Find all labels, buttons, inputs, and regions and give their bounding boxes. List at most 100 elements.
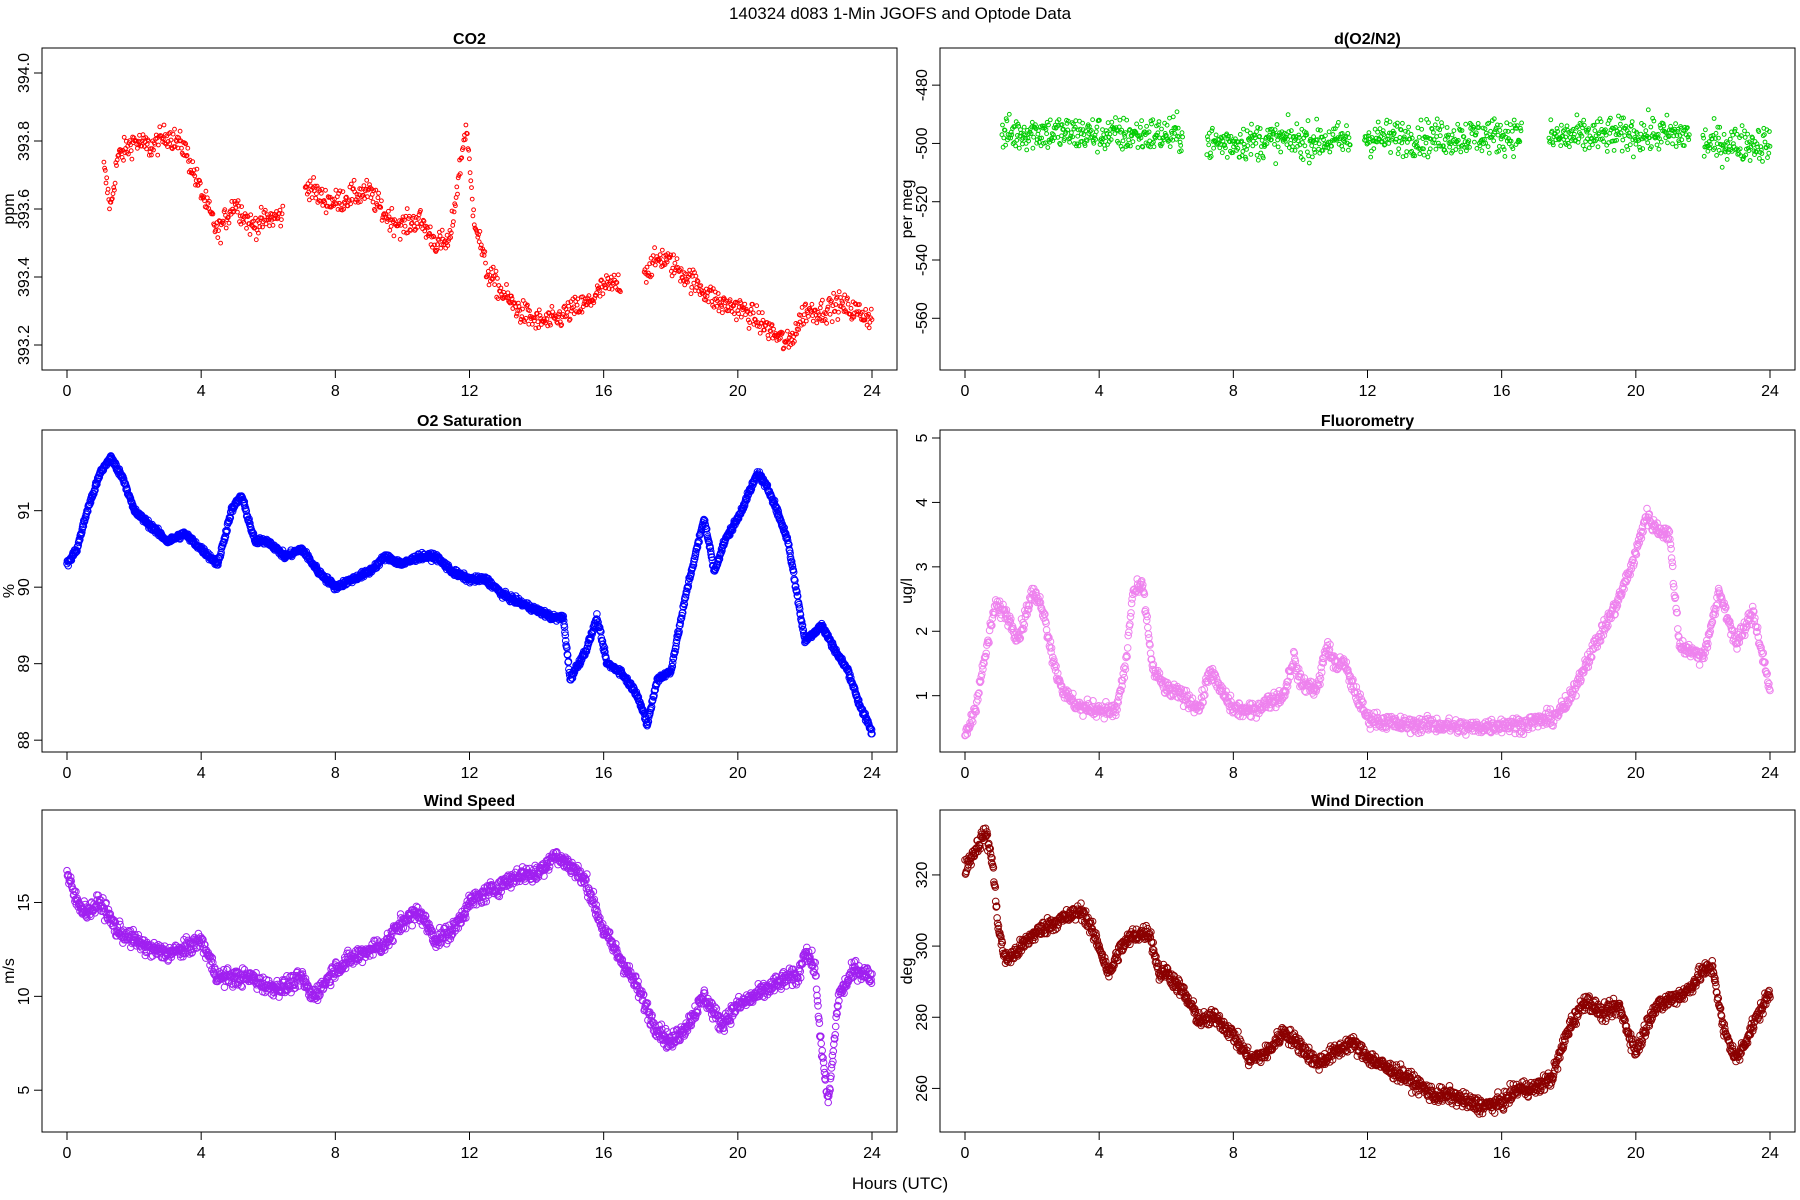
point-co2 [397,236,403,242]
point-co2 [564,309,570,315]
point-co2 [253,237,259,243]
point-co2 [149,152,154,158]
panel-title-o2sat: O2 Saturation [417,413,522,430]
point-co2 [139,143,145,149]
point-co2 [279,211,285,217]
point-co2 [518,319,523,325]
point-co2 [515,308,521,313]
point-co2 [307,197,312,203]
point-co2 [509,296,515,302]
point-co2 [311,175,317,180]
point-co2 [343,195,349,201]
point-co2 [652,245,657,251]
point-co2 [223,225,229,231]
point-co2 [505,290,511,296]
point-co2 [535,319,541,325]
point-co2 [671,252,676,258]
x-tick-label-o2n2: 20 [1627,383,1645,400]
point-co2 [553,314,559,319]
point-co2 [486,282,492,288]
point-co2 [436,237,442,243]
point-co2 [179,145,184,151]
point-co2 [476,239,482,245]
point-co2 [513,313,519,319]
point-co2 [358,199,363,205]
point-co2 [348,201,354,207]
point-co2 [431,234,437,240]
point-co2 [323,187,328,193]
point-co2 [257,224,263,230]
x-tick-label-o2sat: 12 [461,765,479,782]
point-co2 [177,128,183,134]
point-co2 [493,268,499,274]
point-co2 [466,147,472,153]
point-co2 [182,140,188,146]
point-co2 [256,230,261,236]
point-co2 [132,138,138,143]
point-co2 [348,181,354,187]
point-co2 [495,296,501,302]
point-co2 [566,303,572,309]
point-co2 [111,185,117,190]
point-co2 [379,198,384,204]
point-co2 [463,122,469,128]
point-co2 [416,212,422,218]
x-axis-label: Hours (UTC) [852,1174,948,1193]
point-co2 [183,141,189,147]
point-co2 [409,221,414,227]
point-co2 [203,188,209,194]
point-co2 [220,218,226,224]
point-co2 [388,223,394,229]
point-co2 [312,183,318,189]
point-co2 [127,138,133,144]
point-co2 [361,183,367,189]
point-co2 [236,203,242,209]
point-co2 [269,211,275,217]
point-co2 [668,252,674,258]
point-co2 [575,296,581,302]
point-co2 [334,201,340,206]
point-co2 [325,194,331,200]
point-co2 [444,232,450,238]
point-co2 [581,301,587,307]
point-co2 [248,212,254,218]
point-co2 [367,182,372,188]
point-co2 [427,231,433,236]
point-co2 [664,259,670,265]
point-co2 [478,242,484,248]
point-co2 [115,153,121,159]
point-co2 [260,224,265,230]
point-co2 [213,227,219,233]
point-co2 [451,209,457,215]
point-co2 [402,223,408,229]
point-co2 [399,217,405,223]
x-tick-label-o2sat: 16 [595,765,613,782]
y-tick-label-o2n2: -480 [914,69,931,101]
point-co2 [455,175,461,181]
x-tick-label-co2: 16 [595,383,613,400]
point-co2 [192,173,198,179]
point-co2 [202,198,207,204]
point-co2 [128,142,133,148]
point-co2 [427,224,433,230]
point-co2 [103,180,109,186]
point-co2 [586,293,592,299]
point-co2 [184,153,190,158]
point-co2 [546,310,551,316]
x-tick-label-o2n2: 8 [1229,383,1238,400]
point-co2 [571,304,576,310]
y-tick-label-o2sat: 89 [16,655,33,673]
point-co2 [407,227,413,233]
point-co2 [434,247,440,253]
point-co2 [373,187,379,193]
point-co2 [454,184,460,190]
point-co2 [485,268,491,274]
point-co2 [258,204,264,210]
point-co2 [667,255,673,261]
point-co2 [415,224,421,230]
point-co2 [527,308,532,314]
point-co2 [425,225,430,231]
point-co2 [262,207,268,213]
point-co2 [643,280,649,285]
